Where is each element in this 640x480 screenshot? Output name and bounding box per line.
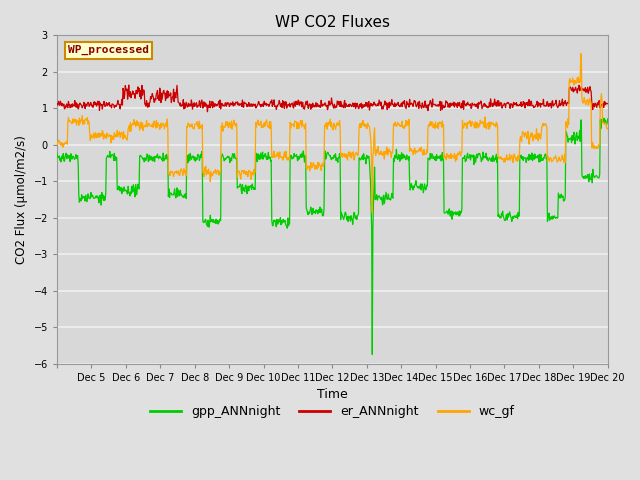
Title: WP CO2 Fluxes: WP CO2 Fluxes — [275, 15, 390, 30]
Y-axis label: CO2 Flux (μmol/m2/s): CO2 Flux (μmol/m2/s) — [15, 135, 28, 264]
Text: WP_processed: WP_processed — [68, 45, 149, 55]
Legend: gpp_ANNnight, er_ANNnight, wc_gf: gpp_ANNnight, er_ANNnight, wc_gf — [145, 400, 520, 423]
X-axis label: Time: Time — [317, 388, 348, 401]
